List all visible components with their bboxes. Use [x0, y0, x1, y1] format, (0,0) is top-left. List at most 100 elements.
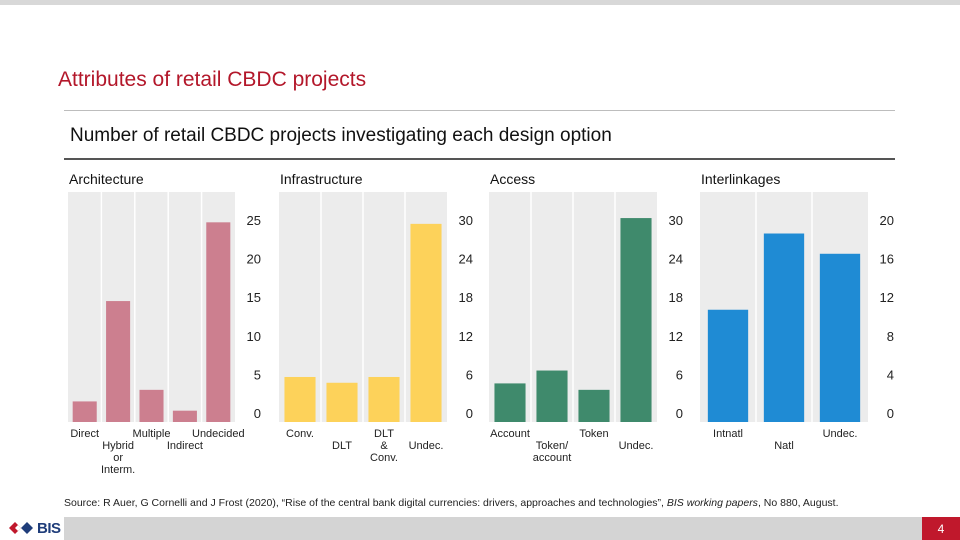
architecture-y-tick-label: 25	[247, 213, 261, 228]
architecture-category-label: Hybrid or Interm.	[101, 440, 135, 476]
access-category-label-line: Account	[490, 428, 530, 440]
infrastructure-panel-title: Infrastructure	[280, 171, 363, 187]
infrastructure-y-tick-label: 30	[459, 213, 473, 228]
interlinkages-bar	[763, 233, 805, 422]
slide-title: Attributes of retail CBDC projects	[58, 68, 367, 91]
interlinkages-category-label-line: Intnatl	[713, 428, 743, 440]
bis-logo-icon	[9, 522, 33, 534]
access-y-tick-label: 0	[676, 406, 683, 421]
interlinkages-y-tick-label: 4	[887, 367, 894, 382]
architecture-bar	[206, 222, 231, 422]
infrastructure-category-label: Undec.	[409, 440, 444, 452]
architecture-category-label: Indirect	[167, 440, 203, 452]
architecture-bar	[106, 301, 131, 422]
infrastructure-category-label-line: Conv.	[370, 452, 398, 464]
bis-logo: BIS	[8, 518, 61, 538]
architecture-bar	[72, 401, 97, 422]
architecture-y-tick-label: 5	[254, 367, 261, 382]
infrastructure-y-tick-label: 24	[459, 252, 473, 267]
access-category-label-line: Undec.	[619, 440, 654, 452]
access-category-label: Account	[490, 428, 530, 440]
infrastructure-axis-gutter	[447, 192, 483, 422]
infrastructure-y-tick-label: 6	[466, 367, 473, 382]
interlinkages-category-label: Natl	[774, 440, 794, 452]
architecture-y-tick-label: 15	[247, 290, 261, 305]
interlinkages-category-label-line: Undec.	[823, 428, 858, 440]
infrastructure-category-label: DLT & Conv.	[370, 428, 398, 464]
architecture-category-label-line: Undecided	[192, 428, 245, 440]
access-y-tick-label: 6	[676, 367, 683, 382]
access-category-label: Undec.	[619, 440, 654, 452]
access-category-label-line: Token/	[536, 440, 569, 452]
access-y-tick-label: 24	[669, 252, 683, 267]
architecture-bar	[172, 410, 197, 422]
access-bar	[578, 389, 610, 422]
architecture-category-label-line: Multiple	[133, 428, 171, 440]
infrastructure-y-tick-label: 0	[466, 406, 473, 421]
architecture-category-label-line: or	[113, 452, 123, 464]
interlinkages-category-label: Undec.	[823, 428, 858, 440]
access-category-label-line: Token	[579, 428, 608, 440]
interlinkages-y-tick-label: 20	[880, 213, 894, 228]
infrastructure-y-tick-label: 12	[459, 329, 473, 344]
top-bar	[0, 0, 960, 5]
architecture-bar	[139, 389, 164, 422]
architecture-panel-title: Architecture	[69, 171, 144, 187]
access-y-tick-label: 12	[669, 329, 683, 344]
source-italic: BIS working papers	[666, 497, 758, 509]
infrastructure-bar	[284, 376, 316, 422]
source-prefix: Source: R Auer, G Cornelli and J Frost (…	[64, 497, 667, 509]
architecture-y-tick-label: 10	[247, 329, 261, 344]
access-bar	[620, 218, 652, 422]
access-axis-gutter	[657, 192, 693, 422]
access-category-label: Token/account	[533, 440, 572, 464]
interlinkages-bar	[707, 309, 749, 422]
architecture-category-label-line: Hybrid	[102, 440, 134, 452]
source-note: Source: R Auer, G Cornelli and J Frost (…	[64, 497, 839, 509]
architecture-category-label-line: Direct	[70, 428, 99, 440]
access-category-label-line: account	[533, 452, 572, 464]
infrastructure-category-label-line: DLT	[332, 440, 352, 452]
interlinkages-category-label: Intnatl	[713, 428, 743, 440]
architecture-y-tick-label: 0	[254, 406, 261, 421]
chart-title: Number of retail CBDC projects investiga…	[70, 125, 612, 146]
interlinkages-y-tick-label: 8	[887, 329, 894, 344]
title-rule	[64, 110, 895, 111]
architecture-category-label: Multiple	[133, 428, 171, 440]
interlinkages-y-tick-label: 16	[880, 252, 894, 267]
infrastructure-bar	[410, 223, 442, 422]
bis-logo-text: BIS	[37, 519, 61, 537]
access-y-tick-label: 18	[669, 290, 683, 305]
access-bar	[536, 370, 568, 422]
footer-bar	[64, 517, 960, 540]
interlinkages-bar	[819, 253, 861, 422]
architecture-axis-gutter	[235, 192, 271, 422]
architecture-y-tick-label: 20	[247, 252, 261, 267]
access-y-tick-label: 30	[669, 213, 683, 228]
chart-title-rule	[64, 158, 895, 160]
infrastructure-bar	[368, 376, 400, 422]
page-number: 4	[922, 517, 960, 540]
architecture-category-label: Undecided	[192, 428, 245, 440]
architecture-category-label-line: Indirect	[167, 440, 203, 452]
access-panel-title: Access	[490, 171, 535, 187]
infrastructure-category-label-line: Undec.	[409, 440, 444, 452]
access-category-label: Token	[579, 428, 608, 440]
interlinkages-y-tick-label: 12	[880, 290, 894, 305]
access-bar	[494, 383, 526, 422]
interlinkages-category-label-line: Natl	[774, 440, 794, 452]
infrastructure-category-label-line: Conv.	[286, 428, 314, 440]
source-suffix: , No 880, August.	[757, 497, 839, 509]
interlinkages-y-tick-label: 0	[887, 406, 894, 421]
infrastructure-category-label: Conv.	[286, 428, 314, 440]
infrastructure-bar	[326, 382, 358, 422]
infrastructure-category-label-line: DLT	[374, 428, 394, 440]
interlinkages-panel-title: Interlinkages	[701, 171, 780, 187]
architecture-category-label-line: Interm.	[101, 464, 135, 476]
interlinkages-axis-gutter	[868, 192, 904, 422]
infrastructure-category-label: DLT	[332, 440, 352, 452]
infrastructure-y-tick-label: 18	[459, 290, 473, 305]
architecture-category-label: Direct	[70, 428, 99, 440]
infrastructure-category-label-line: &	[380, 440, 388, 452]
